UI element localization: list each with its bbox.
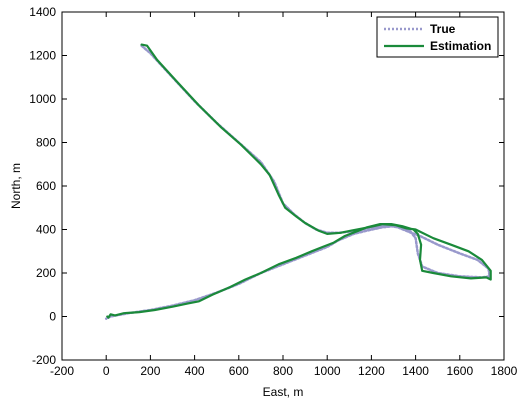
y-tick-label: -200 bbox=[32, 353, 56, 367]
series-layer bbox=[104, 43, 492, 320]
x-tick-label: 1400 bbox=[402, 364, 429, 378]
x-tick-label: 1600 bbox=[446, 364, 473, 378]
x-tick-label: 600 bbox=[229, 364, 249, 378]
tick-labels: -200 0 200 400 600 800 1000 1200 1400 1600 1800 -20… bbox=[29, 5, 517, 378]
plot-area bbox=[61, 11, 505, 361]
y-tick-label: 200 bbox=[36, 266, 56, 280]
y-tick-label: 800 bbox=[36, 136, 56, 150]
y-tick-label: 1200 bbox=[29, 49, 56, 63]
y-tick-label: 400 bbox=[36, 223, 56, 237]
y-tick-label: 1000 bbox=[29, 92, 56, 106]
x-tick-label: 1000 bbox=[314, 364, 341, 378]
series-line-estimation bbox=[106, 43, 492, 319]
legend-label-true: True bbox=[430, 22, 456, 36]
x-tick-label: 0 bbox=[103, 364, 110, 378]
x-tick-label: 1800 bbox=[491, 364, 518, 378]
legend-box bbox=[376, 16, 499, 58]
x-axis-label: East, m bbox=[263, 385, 304, 399]
x-tick-label: 800 bbox=[273, 364, 293, 378]
axis-ticks bbox=[61, 11, 505, 361]
y-tick-label: 1400 bbox=[29, 5, 56, 19]
legend: True Estimation bbox=[376, 16, 499, 58]
y-tick-label: 0 bbox=[49, 310, 56, 324]
x-tick-label: 1200 bbox=[358, 364, 385, 378]
legend-label-estimation: Estimation bbox=[430, 39, 491, 53]
x-tick-label: 400 bbox=[185, 364, 205, 378]
x-tick-label: 200 bbox=[140, 364, 160, 378]
y-tick-label: 600 bbox=[36, 179, 56, 193]
y-axis-label: North, m bbox=[9, 163, 23, 209]
x-tick-label: -200 bbox=[50, 364, 74, 378]
